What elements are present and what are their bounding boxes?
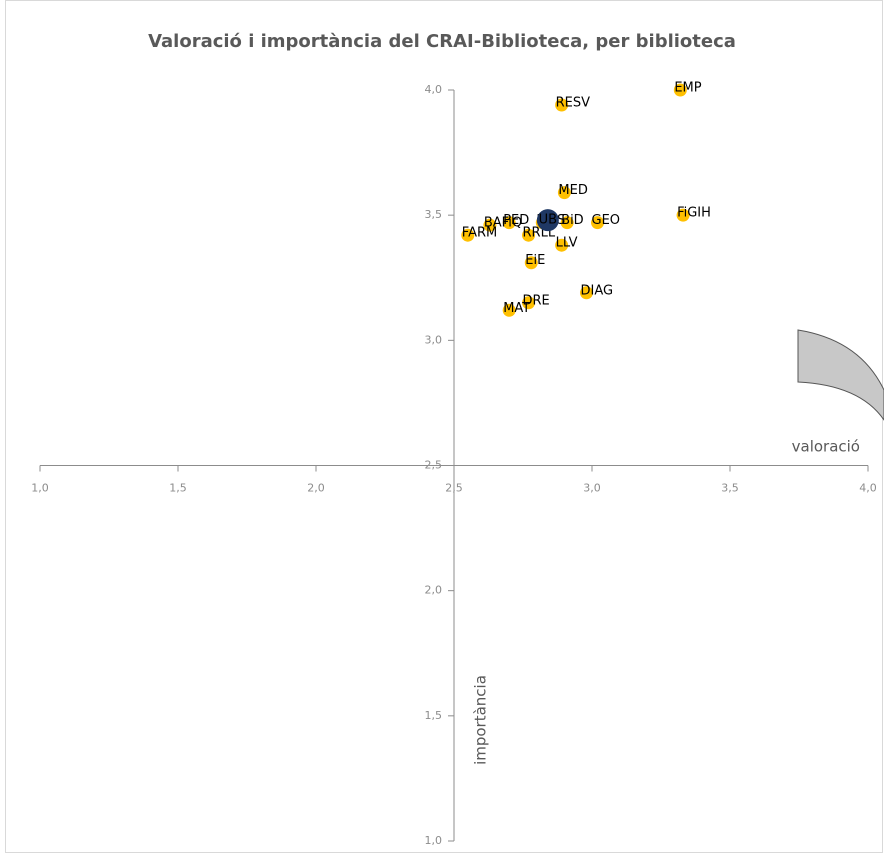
data-label: PED	[503, 213, 529, 228]
data-label: UB	[539, 213, 557, 228]
x-tick-label: 2,0	[307, 482, 325, 495]
point	[522, 228, 536, 242]
point	[555, 238, 569, 252]
x-axis-label: valoració	[792, 438, 860, 456]
data-label: EiE	[525, 253, 545, 268]
point	[676, 208, 690, 222]
x-tick-label: 4,0	[859, 482, 877, 495]
point	[522, 296, 536, 310]
y-tick-label: 4,0	[425, 83, 443, 96]
y-tick-label: 3,0	[425, 333, 443, 346]
decor-arrow	[797, 329, 884, 421]
x-tick-label: 3,5	[721, 482, 739, 495]
data-label: LLV	[556, 236, 578, 251]
data-label: DRE	[523, 293, 550, 308]
point	[591, 216, 605, 230]
y-tick-label: 1,5	[425, 709, 443, 722]
point	[461, 228, 475, 242]
data-label: FiGIH	[677, 206, 711, 221]
data-label: FARM	[462, 226, 497, 241]
data-label: DIAG	[580, 283, 613, 298]
point	[483, 218, 497, 232]
highlight-point	[536, 209, 559, 232]
data-label: RESV	[556, 96, 590, 111]
point	[673, 83, 687, 97]
point	[579, 286, 593, 300]
x-tick-label: 3,0	[583, 482, 601, 495]
data-label: MED	[558, 183, 587, 198]
point	[557, 186, 571, 200]
point	[502, 303, 516, 317]
chart-frame	[5, 0, 883, 853]
point	[502, 216, 516, 230]
point	[555, 98, 569, 112]
data-label: MAT	[503, 301, 530, 316]
data-label: GEO	[592, 213, 621, 228]
y-axis-label: importància	[472, 675, 490, 765]
x-tick-label: 1,0	[31, 482, 49, 495]
point	[560, 216, 574, 230]
data-label: EMP	[674, 81, 701, 96]
x-tick-label: 1,5	[169, 482, 187, 495]
data-label: BiD	[561, 213, 584, 228]
y-tick-label: 3,5	[425, 208, 443, 221]
y-tick-label: 2,0	[425, 584, 443, 597]
point	[524, 256, 538, 270]
chart-title: Valoració i importància del CRAI-Bibliot…	[148, 31, 736, 52]
y-tick-label: 2,5	[425, 459, 443, 472]
x-tick-label: 2,5	[445, 482, 463, 495]
data-label: BAFiQ	[484, 216, 522, 231]
y-tick-label: 1,0	[425, 834, 443, 847]
